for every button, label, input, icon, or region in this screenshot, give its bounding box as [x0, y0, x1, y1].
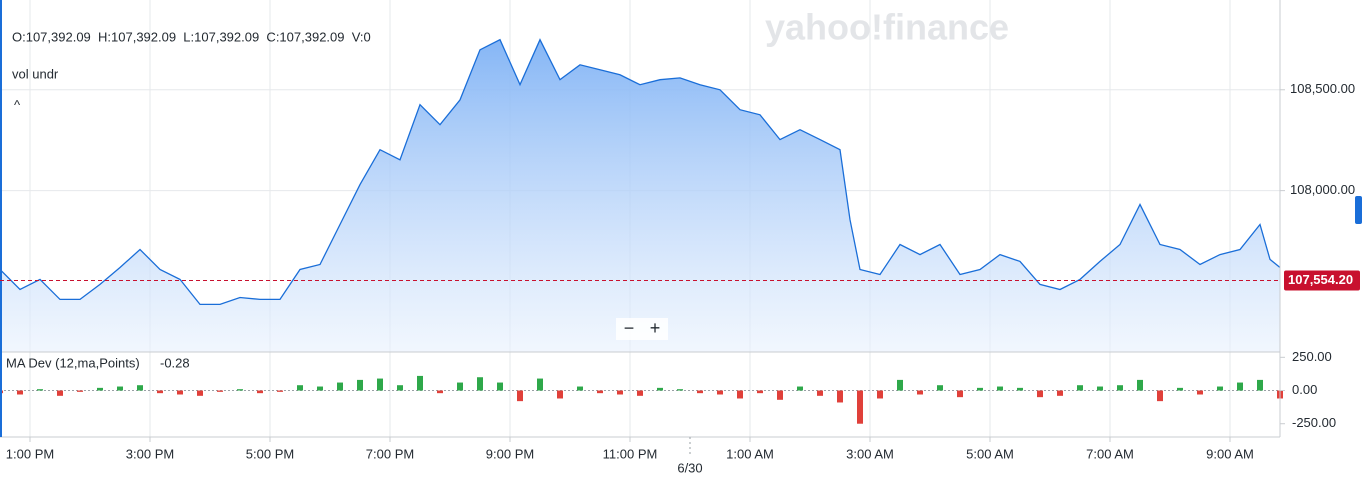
y-tick-label: 250.00 [1292, 349, 1332, 364]
ma-dev-bar [997, 386, 1003, 391]
ma-dev-bar [377, 378, 383, 391]
watermark: yahoo!finance [765, 7, 1009, 48]
x-tick-label: 11:00 PM [603, 446, 658, 461]
ma-dev-bar [57, 390, 63, 396]
ma-dev-bar [657, 387, 663, 391]
y-tick-label: 108,000.00 [1290, 182, 1355, 197]
ma-dev-bar [217, 390, 223, 392]
x-tick-label: 3:00 AM [846, 446, 894, 461]
ma-dev-bar [1137, 379, 1143, 391]
ma-dev-bar [237, 389, 243, 391]
ma-dev-bar [337, 382, 343, 391]
ma-dev-bar [717, 390, 723, 395]
ma-dev-bar [1117, 385, 1123, 391]
ma-dev-bar [937, 385, 943, 391]
scroll-handle[interactable] [1355, 196, 1362, 224]
y-tick-label: 0.00 [1292, 382, 1317, 397]
ma-dev-bar [857, 390, 863, 424]
ma-dev-bar [637, 390, 643, 396]
ma-dev-bar [597, 390, 603, 394]
ma-dev-bar [97, 387, 103, 391]
x-tick-label: 1:00 PM [6, 446, 54, 461]
ma-dev-bar [117, 386, 123, 391]
ma-dev-bar [1097, 386, 1103, 391]
x-tick-label: 1:00 AM [726, 446, 774, 461]
zoom-controls [616, 318, 668, 340]
ma-dev-bar [277, 390, 283, 392]
price-area [0, 39, 1280, 352]
ma-dev-bar [737, 390, 743, 399]
x-tick-label: 7:00 PM [366, 446, 414, 461]
ma-dev-bar [797, 386, 803, 391]
ma-dev-bar [317, 386, 323, 391]
ma-dev-bar [537, 378, 543, 391]
ma-dev-bar [157, 390, 163, 394]
ma-dev-bar [457, 382, 463, 391]
x-tick-label: 5:00 AM [966, 446, 1014, 461]
last-price-label: 107,554.20 [1288, 272, 1353, 287]
ma-dev-bar [777, 390, 783, 400]
ma-dev-bar [437, 390, 443, 394]
x-tick-label: 3:00 PM [126, 446, 174, 461]
ma-dev-bar [917, 390, 923, 395]
indicator-label[interactable]: vol undr [12, 66, 59, 81]
ma-dev-bar [617, 390, 623, 395]
ma-dev-bar [417, 375, 423, 391]
zoom-in[interactable]: + [650, 318, 661, 338]
ma-dev-bar [177, 390, 183, 395]
ma-dev-bar [1217, 386, 1223, 391]
collapse-button[interactable]: ^ [14, 97, 21, 112]
ma-dev-bar [17, 390, 23, 395]
ma-dev-bar [1077, 385, 1083, 391]
indicator-value: -0.28 [160, 355, 190, 370]
ma-dev-bar [497, 382, 503, 391]
ma-dev-bar [837, 390, 843, 403]
ma-dev-bar [557, 390, 563, 399]
ma-dev-bar [137, 385, 143, 391]
ma-dev-bar [957, 390, 963, 398]
x-tick-label: 9:00 PM [486, 446, 534, 461]
ma-dev-bar [257, 390, 263, 394]
ohlc-readout: O:107,392.09 H:107,392.09 L:107,392.09 C… [12, 29, 371, 44]
ma-dev-bar [1037, 390, 1043, 398]
ma-dev-bar [1177, 387, 1183, 391]
zoom-out[interactable]: − [624, 318, 635, 338]
ma-dev-bar [197, 390, 203, 396]
ma-dev-bar [817, 390, 823, 396]
ma-dev-bar [477, 377, 483, 391]
ma-dev-bar [897, 379, 903, 391]
x-tick-label: 9:00 AM [1206, 446, 1254, 461]
y-tick-label: -250.00 [1292, 415, 1336, 430]
indicator-title: MA Dev (12,ma,Points) [6, 355, 140, 370]
ma-dev-bar [677, 389, 683, 391]
ma-dev-bar [1257, 379, 1263, 391]
ma-dev-bar [697, 390, 703, 394]
ma-dev-bar [357, 379, 363, 391]
ma-dev-bar [37, 389, 43, 391]
ma-dev-bar [297, 385, 303, 391]
x-tick-label: 5:00 PM [246, 446, 294, 461]
ma-dev-bar [1157, 390, 1163, 402]
ma-dev-bar [1057, 390, 1063, 396]
ma-dev-bar [77, 390, 83, 392]
ma-dev-bar [1017, 387, 1023, 391]
date-label: 6/30 [677, 460, 702, 475]
x-tick-label: 7:00 AM [1086, 446, 1134, 461]
ma-dev-bar [877, 390, 883, 399]
ma-dev-bar [977, 387, 983, 391]
ma-dev-bar [1197, 390, 1203, 395]
y-tick-label: 108,500.00 [1290, 81, 1355, 96]
last-price-badge [1284, 270, 1360, 291]
ma-dev-bar [577, 386, 583, 391]
ma-dev-bar [517, 390, 523, 402]
ma-dev-bar [1237, 382, 1243, 391]
ma-dev-bar [397, 385, 403, 391]
ma-dev-bar [757, 390, 763, 394]
price-line [0, 38, 1281, 306]
